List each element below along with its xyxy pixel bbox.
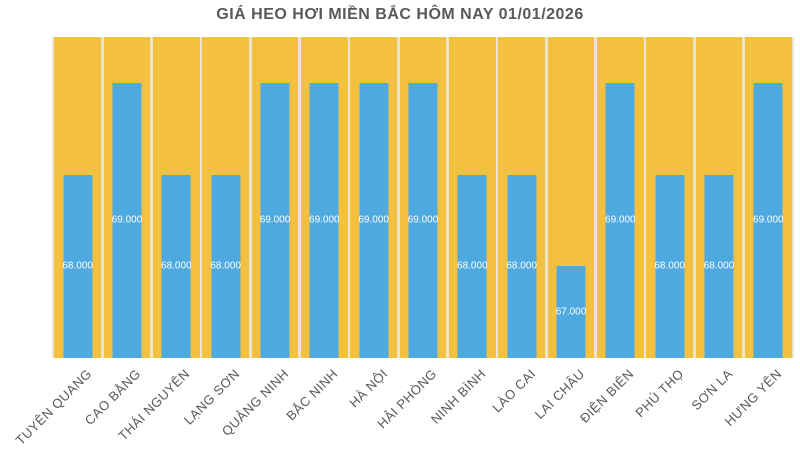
- bar: 67.000: [555, 266, 587, 358]
- category-separator-line: [594, 37, 597, 358]
- bar-value-label: 68.000: [210, 260, 241, 272]
- x-axis-label: TUYÊN QUANG: [12, 366, 95, 448]
- bar-value-label: 67.000: [555, 306, 587, 318]
- bar-value-label: 69.000: [753, 214, 784, 226]
- bar-value-label: 68.000: [161, 260, 192, 272]
- category-separator-line: [545, 37, 548, 358]
- category-separator-line: [150, 37, 153, 358]
- x-axis: TUYÊN QUANG CAO BẰNG THÁI NGUYÊN LẠNG SƠN QU…: [12, 358, 793, 454]
- bar: 69.000: [605, 82, 636, 358]
- x-axis-label: LÀO CAI: [488, 366, 539, 416]
- category-separator-line: [397, 37, 400, 358]
- category-band: 69.000: [300, 37, 349, 358]
- x-axis-label: BẮC NINH: [283, 366, 341, 424]
- bar: 69.000: [407, 82, 439, 358]
- category-band: 69.000: [349, 37, 398, 358]
- category-separator-line: [51, 37, 55, 358]
- bar-value-label: 69.000: [259, 214, 291, 226]
- bar: 69.000: [259, 82, 291, 358]
- bar-value-label: 68.000: [654, 260, 685, 272]
- bar: 69.000: [358, 82, 389, 358]
- category-separator-line: [791, 37, 795, 358]
- category-separator-line: [298, 37, 301, 358]
- bar-value-label: 69.000: [358, 214, 389, 226]
- category-band: 67.000: [546, 37, 595, 358]
- category-separator-line: [199, 37, 203, 358]
- bar: 68.000: [62, 174, 93, 358]
- x-axis-label: PHÚ THỌ: [631, 366, 687, 421]
- category-separator-line: [495, 37, 499, 358]
- bar: 68.000: [654, 174, 685, 358]
- category-separator-line: [249, 37, 252, 358]
- bar-value-label: 68.000: [703, 260, 735, 272]
- bar-value-label: 68.000: [506, 260, 537, 272]
- category-separator-line: [693, 37, 696, 358]
- bar-value-label: 69.000: [407, 214, 439, 226]
- category-band: 68.000: [53, 37, 102, 358]
- bar-value-label: 68.000: [457, 260, 488, 272]
- chart-title: GIÁ HEO HƠI MIỀN BẮC HÔM NAY 01/01/2026: [216, 6, 584, 23]
- bar: 68.000: [506, 174, 537, 358]
- category-separator-line: [742, 37, 745, 358]
- category-band: 68.000: [497, 37, 546, 358]
- category-separator-line: [101, 37, 104, 358]
- category-separator-line: [446, 37, 449, 358]
- bar-value-label: 68.000: [62, 260, 93, 272]
- category-band: 68.000: [694, 37, 743, 358]
- bar: 68.000: [210, 174, 241, 358]
- bar: 69.000: [111, 82, 143, 358]
- category-band: 68.000: [448, 37, 497, 358]
- category-band: 69.000: [596, 37, 645, 358]
- category-band: 68.000: [201, 37, 250, 358]
- bar-value-label: 69.000: [309, 214, 340, 226]
- x-axis-label: SƠN LA: [688, 366, 736, 414]
- category-separator-line: [643, 37, 647, 358]
- category-band: 69.000: [398, 37, 447, 358]
- category-band: 68.000: [645, 37, 694, 358]
- bar: 68.000: [703, 174, 735, 358]
- bar-value-label: 69.000: [111, 214, 143, 226]
- x-axis-label: HÀ NỘI: [345, 366, 391, 411]
- plot-area: 68.000 69.000 68.000 68.000 69.000 69.000 69.0…: [51, 37, 795, 358]
- category-separator-line: [347, 37, 351, 358]
- bar: 69.000: [309, 82, 340, 358]
- category-band: 69.000: [744, 37, 793, 358]
- bar: 68.000: [161, 174, 192, 358]
- category-band: 69.000: [250, 37, 299, 358]
- bar: 68.000: [457, 174, 488, 358]
- bar: 69.000: [753, 82, 784, 358]
- category-band: 68.000: [152, 37, 201, 358]
- bar-value-label: 69.000: [605, 214, 636, 226]
- category-band: 69.000: [102, 37, 151, 358]
